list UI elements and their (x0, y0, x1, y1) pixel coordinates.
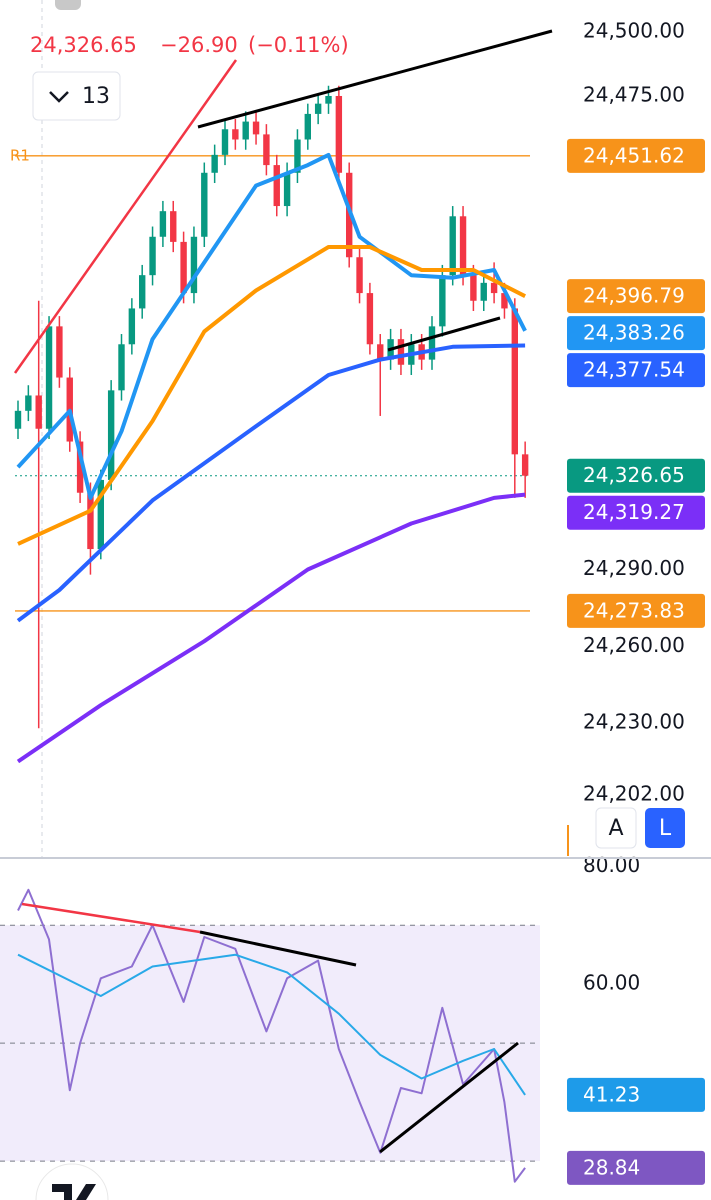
price-badge-label: 24,273.83 (583, 598, 685, 622)
candle-body (428, 326, 436, 360)
logo (52, 1184, 96, 1200)
rsi-trend-line (21, 902, 201, 934)
candle-body (14, 410, 22, 429)
candle-body (397, 339, 405, 365)
price-badge (567, 316, 705, 351)
price-badge (567, 1150, 705, 1185)
y-tick-label: 24,290.00 (583, 556, 685, 580)
candle-body (356, 257, 363, 294)
price-badge (567, 458, 705, 493)
price-badge-label: 24,326.65 (583, 463, 685, 487)
candle-body (221, 129, 229, 155)
candle-body (118, 344, 125, 391)
y-tick-label: 80.00 (583, 853, 640, 877)
candle-body (501, 293, 508, 309)
log-scale-label: L (659, 816, 672, 841)
candle-body (511, 308, 518, 455)
price-pane: R1 24,500.00 24,475.00 24,290.00 24,260.00 24… (0, 18, 705, 1185)
price-badge (567, 495, 705, 530)
candle-body (273, 165, 280, 207)
candle-body (201, 172, 208, 237)
candle-body (76, 441, 84, 493)
candle-body (304, 113, 311, 140)
candle-body (490, 282, 498, 294)
price-badge-label: 24,383.26 (583, 321, 685, 345)
header-change-pct: (−0.11%) (248, 33, 349, 57)
interval-label: 13 (82, 84, 110, 109)
candle-body (87, 492, 94, 550)
price-badge-label: 24,451.62 (583, 143, 685, 167)
y-tick-label: 24,260.00 (583, 633, 685, 657)
candle-body (25, 395, 32, 411)
candle-body (263, 134, 270, 166)
price-badge-label: 24,319.27 (583, 500, 685, 524)
price-badge (567, 593, 705, 628)
candle-body (97, 479, 104, 550)
indicator-line (17, 245, 527, 546)
price-badge-label: 28.84 (583, 1155, 640, 1179)
y-tick-label: 24,500.00 (583, 18, 685, 42)
candle-body (170, 211, 177, 242)
price-badge (567, 353, 705, 388)
candle-body (314, 103, 322, 114)
candle-body (470, 275, 477, 301)
y-tick-label: 60.00 (583, 971, 640, 995)
candle-body (325, 95, 332, 104)
price-badge (567, 279, 705, 314)
trend-line (13, 59, 238, 374)
candle-body (45, 326, 53, 429)
indicator-line (17, 888, 526, 1183)
y-tick-label: 24,230.00 (583, 710, 685, 734)
trend-line (197, 29, 553, 129)
price-badge-label: 41.23 (583, 1082, 640, 1106)
level-label: R1 (10, 146, 30, 164)
candle-body (35, 395, 42, 429)
candle-body (159, 211, 167, 237)
header-change: −26.90 (160, 33, 238, 57)
candle-body (139, 275, 146, 309)
candle-body (521, 454, 529, 476)
trend-line (387, 316, 501, 352)
candle-body (232, 129, 239, 140)
price-badge (567, 138, 705, 173)
candle-body (56, 326, 63, 378)
auto-scale-label: A (608, 816, 623, 841)
log-scale-button[interactable] (645, 808, 685, 848)
candle-body (190, 236, 198, 294)
chevron-icon (49, 91, 69, 103)
drag-handle (55, 0, 81, 10)
candle-body (480, 282, 487, 301)
y-tick-label: 24,475.00 (583, 82, 685, 106)
candle-body (377, 344, 384, 360)
candle-body (128, 308, 136, 345)
indicator-line (17, 953, 526, 1096)
candle-body (107, 390, 115, 480)
candle-body (252, 121, 260, 135)
price-badge (567, 1077, 705, 1112)
auto-scale-button[interactable] (595, 807, 637, 849)
candle-body (335, 95, 343, 173)
candle-body (439, 275, 446, 327)
candle-body (459, 216, 467, 276)
candle-body (242, 121, 249, 140)
indicator-line (16, 343, 526, 623)
candle-body (211, 154, 218, 173)
price-badge-label: 24,396.79 (583, 284, 685, 308)
price-badge-label: 24,377.54 (583, 358, 685, 382)
candle-body (449, 216, 456, 276)
rsi-trend-line (199, 930, 357, 967)
candle-body (180, 241, 187, 294)
candle-body (149, 236, 156, 276)
rsi-trend-line (379, 1041, 519, 1154)
interval-button[interactable] (32, 71, 121, 121)
candle-body (283, 172, 291, 207)
y-tick-label: 24,202.00 (583, 781, 685, 805)
candle-body (294, 139, 301, 173)
indicator-line (16, 492, 526, 764)
indicator-line (16, 152, 527, 500)
header-price: 24,326.65 (30, 33, 137, 57)
candle-body (366, 293, 374, 345)
